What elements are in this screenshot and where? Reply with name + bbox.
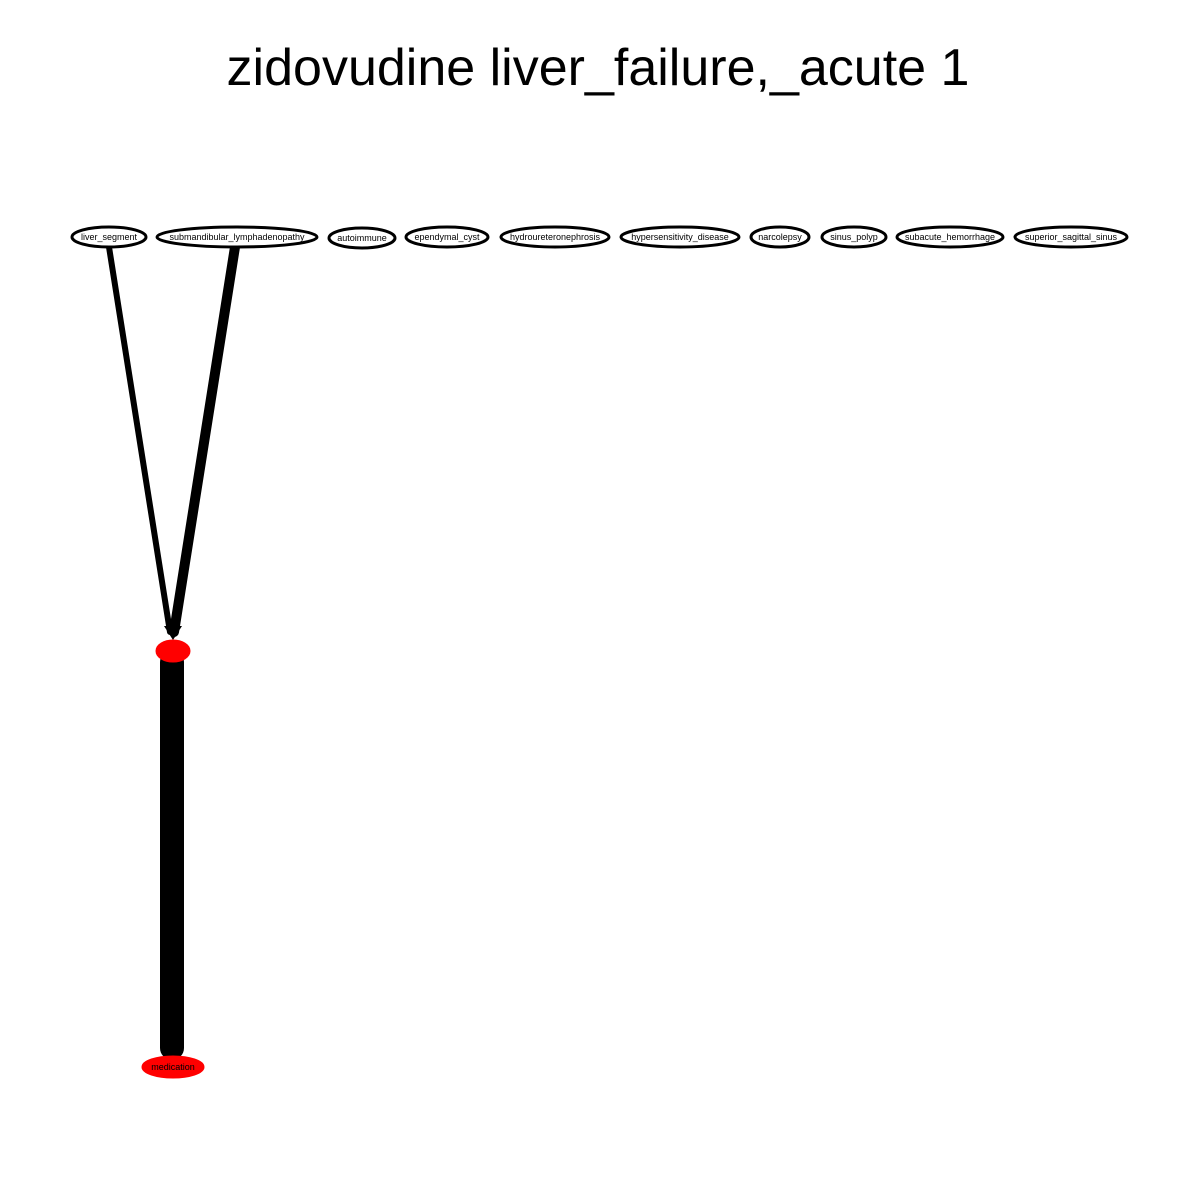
node-label: autoimmune — [337, 233, 387, 243]
node-superior-sagittal-sinus[interactable]: superior_sagittal_sinus — [1013, 225, 1129, 249]
edge-liver-segment-to-center — [106, 244, 173, 635]
node-hydroureteronephrosis[interactable]: hydroureteronephrosis — [499, 225, 611, 249]
node-label: medication — [151, 1062, 195, 1072]
node-label: narcolepsy — [758, 232, 802, 242]
node-submandibular-lymphadenopathy[interactable]: submandibular_lymphadenopathy — [155, 225, 319, 249]
node-autoimmune[interactable]: autoimmune — [327, 226, 397, 250]
node-sinus-polyp[interactable]: sinus_polyp — [820, 225, 888, 249]
node-liver-segment[interactable]: liver_segment — [70, 225, 148, 249]
node-label: subacute_hemorrhage — [905, 232, 995, 242]
edge-submandibular-to-center — [169, 242, 240, 637]
node-label: ependymal_cyst — [414, 232, 480, 242]
node-narcolepsy[interactable]: narcolepsy — [749, 225, 811, 249]
node-hypersensitivity-disease[interactable]: hypersensitivity_disease — [619, 225, 741, 249]
node-subacute-hemorrhage[interactable]: subacute_hemorrhage — [895, 225, 1005, 249]
edges — [106, 242, 240, 1060]
node-ependymal-cyst[interactable]: ependymal_cyst — [404, 225, 490, 249]
node-label: submandibular_lymphadenopathy — [169, 232, 305, 242]
node-label: hypersensitivity_disease — [631, 232, 729, 242]
node-label: hydroureteronephrosis — [510, 232, 601, 242]
node-center[interactable] — [155, 639, 191, 663]
graph-title: zidovudine liver_failure,_acute 1 — [227, 39, 970, 97]
node-label: liver_segment — [81, 232, 138, 242]
node-label: sinus_polyp — [830, 232, 878, 242]
node-medication[interactable]: medication — [141, 1055, 205, 1079]
edge-arrowhead — [164, 626, 182, 640]
node-label: superior_sagittal_sinus — [1025, 232, 1118, 242]
